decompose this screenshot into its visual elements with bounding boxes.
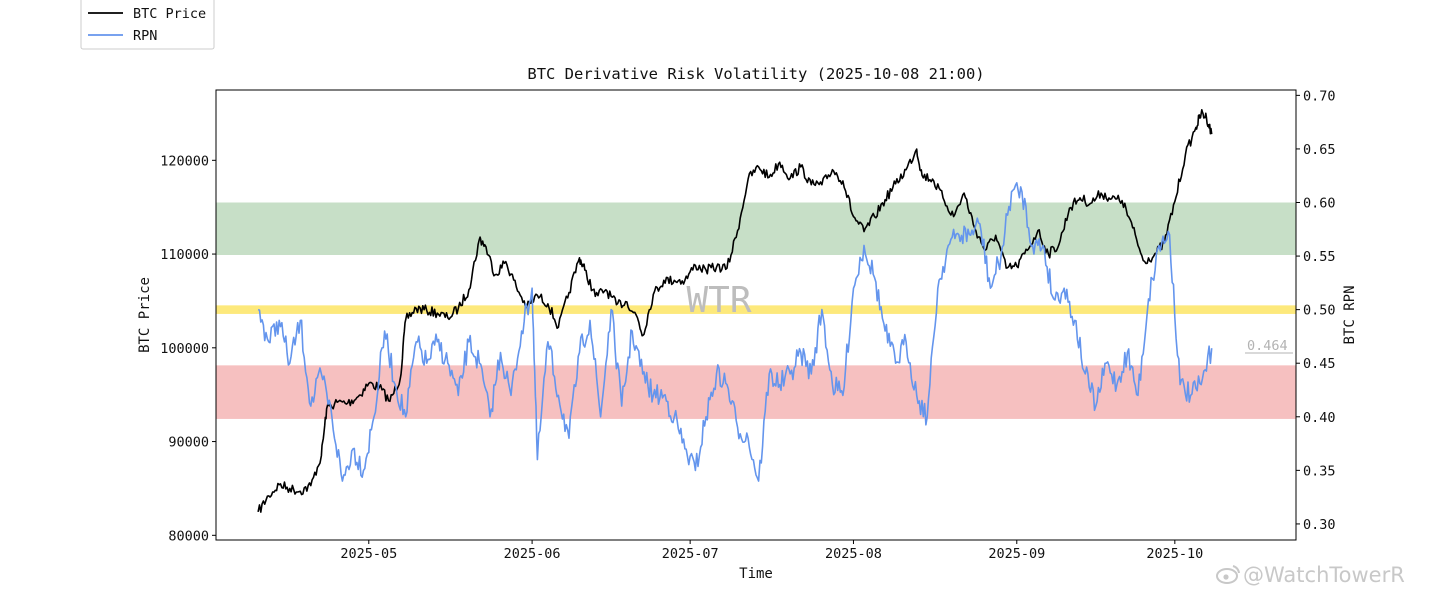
x-tick-label: 2025-08 bbox=[825, 546, 882, 562]
credit: @WatchTowerR bbox=[1216, 563, 1405, 587]
y-axis-label-right: BTC RPN bbox=[1342, 285, 1358, 344]
x-tick-label: 2025-06 bbox=[504, 546, 561, 562]
series-layer bbox=[257, 109, 1213, 513]
y-tick-label-right: 0.65 bbox=[1303, 142, 1336, 158]
band-1 bbox=[216, 305, 1296, 314]
series-line-rpn bbox=[257, 182, 1213, 482]
y-tick-label-right: 0.70 bbox=[1303, 88, 1336, 104]
y-tick-label-right: 0.35 bbox=[1303, 463, 1336, 479]
x-tick-label: 2025-07 bbox=[662, 546, 719, 562]
y-tick-label-left: 100000 bbox=[160, 341, 209, 357]
y-tick-label-left: 80000 bbox=[168, 528, 209, 544]
current-value-label: 0.464 bbox=[1247, 338, 1288, 354]
y-tick-label-left: 110000 bbox=[160, 247, 209, 263]
y-tick-label-right: 0.55 bbox=[1303, 249, 1336, 265]
y-tick-label-right: 0.60 bbox=[1303, 196, 1336, 212]
legend-label-btc-price: BTC Price bbox=[133, 6, 206, 22]
legend-label-rpn: RPN bbox=[133, 28, 157, 44]
y-tick-label-right: 0.50 bbox=[1303, 303, 1336, 319]
series-line-btc-price bbox=[257, 109, 1213, 513]
x-axis-label: Time bbox=[739, 566, 773, 582]
x-tick-label: 2025-09 bbox=[988, 546, 1045, 562]
plot-frame bbox=[215, 89, 1297, 541]
y-tick-label-right: 0.30 bbox=[1303, 517, 1336, 533]
band-0 bbox=[216, 202, 1296, 255]
watermark-text: WTR bbox=[686, 280, 751, 321]
y-tick-label-left: 120000 bbox=[160, 153, 209, 169]
y-tick-label-left: 90000 bbox=[168, 435, 209, 451]
weibo-icon bbox=[1216, 565, 1240, 584]
credit-text: @WatchTowerR bbox=[1243, 563, 1405, 587]
axes-layer: 2025-05 2025-06 2025-07 2025-08 2025-09 2025-… bbox=[160, 88, 1335, 562]
y-tick-label-right: 0.45 bbox=[1303, 356, 1336, 372]
y-tick-label-right: 0.40 bbox=[1303, 410, 1336, 426]
chart-title: BTC Derivative Risk Volatility (2025-10-… bbox=[527, 65, 984, 83]
x-tick-label: 2025-10 bbox=[1146, 546, 1203, 562]
legend: BTC Price RPN bbox=[80, 0, 215, 50]
x-tick-label: 2025-05 bbox=[340, 546, 397, 562]
y-axis-label-left: BTC Price bbox=[137, 277, 153, 353]
